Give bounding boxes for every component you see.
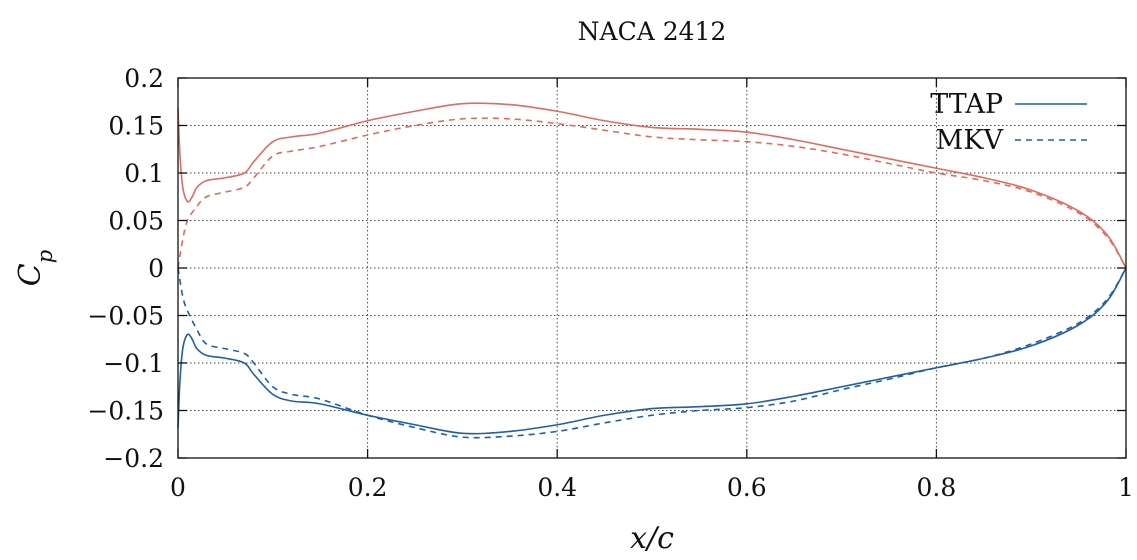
legend-label: TTAP: [930, 89, 1003, 120]
x-axis-label: x/c: [630, 521, 674, 556]
series-line-upper-ttap: [177, 102, 1127, 269]
y-tick-label: −0.15: [87, 397, 164, 426]
legend-label: MKV: [936, 125, 1004, 156]
x-tick-label: 0.2: [348, 473, 388, 502]
x-tick-label: 0.8: [917, 473, 957, 502]
y-tick-label: −0.2: [103, 444, 164, 473]
x-tick-label: 0: [170, 473, 186, 502]
x-tick-label: 0.6: [727, 473, 767, 502]
axis-ticks: [177, 77, 1127, 459]
y-tick-label: −0.05: [87, 302, 164, 331]
y-tick-label: −0.1: [103, 349, 164, 378]
x-tick-labels: 0 0.2 0.4 0.6 0.8 1: [170, 473, 1134, 502]
series-line-lower-ttap: [177, 267, 1127, 435]
legend: TTAP MKV: [930, 89, 1087, 156]
y-tick-label: 0: [148, 254, 164, 283]
series-line-upper-mkv: [177, 117, 1127, 269]
y-tick-label: 0.2: [124, 64, 164, 93]
grid-lines: [178, 78, 1126, 458]
plot-series: [177, 102, 1127, 439]
y-tick-label: 0.15: [108, 112, 164, 141]
chart-title: NACA 2412: [578, 17, 727, 46]
x-tick-label: 0.4: [537, 473, 577, 502]
series-line-lower-mkv: [177, 267, 1127, 439]
x-tick-label: 1: [1118, 473, 1134, 502]
y-tick-labels: 0.2 0.15 0.1 0.05 0 −0.05 −0.1 −0.15 −0.2: [87, 64, 164, 473]
y-tick-label: 0.05: [108, 207, 164, 236]
y-tick-label: 0.1: [124, 159, 164, 188]
y-axis-label: Cp: [13, 250, 57, 286]
